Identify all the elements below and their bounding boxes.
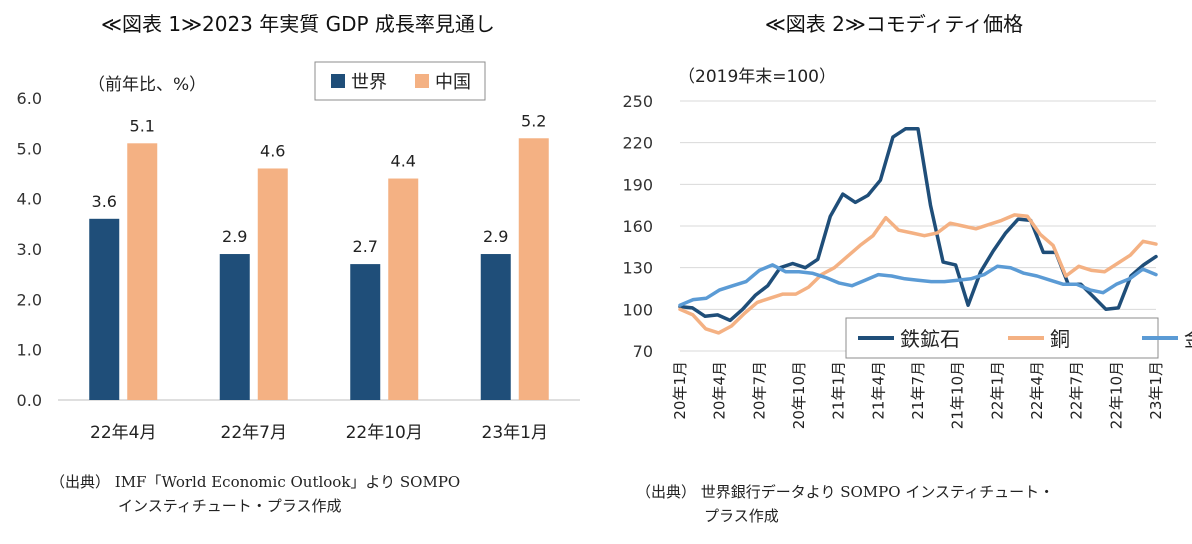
commodity-x-tick-label: 22年7月 (1068, 361, 1086, 420)
commodity-line-chart: （2019年末=100） 70 100 130 160 190 220 250 20年1月 20年… (622, 67, 1192, 429)
commodity-x-tick-label: 22年10月 (1107, 361, 1125, 429)
gdp-data-label: 2.9 (222, 227, 247, 246)
commodity-x-tick-label: 21年10月 (949, 361, 967, 429)
gdp-legend-label: 中国 (435, 72, 471, 93)
commodity-chart-title: ≪図表 2≫コモディティ価格 (764, 12, 1024, 36)
commodity-x-tick-label: 21年4月 (869, 361, 887, 420)
commodity-y-tick-label: 70 (633, 342, 653, 361)
gdp-bar-china (257, 168, 288, 400)
commodity-x-tick-label: 21年1月 (830, 361, 848, 420)
commodity-unit-label: （2019年末=100） (678, 67, 836, 87)
gdp-bar-world (219, 254, 250, 400)
gdp-x-tick-label: 23年1月 (482, 423, 548, 443)
commodity-line-copper (678, 213, 1158, 335)
commodity-x-tick-label: 22年1月 (988, 361, 1006, 420)
gdp-legend-swatch-world (331, 74, 345, 88)
commodity-y-tick-label: 250 (622, 92, 653, 111)
gdp-y-tick-label: 3.0 (17, 240, 42, 259)
gdp-source-line1: （出典） IMF「World Economic Outlook」より SOMPO (50, 473, 461, 491)
commodity-x-tick-label: 20年10月 (790, 361, 808, 429)
commodity-chart-panel: ≪図表 2≫コモディティ価格 （2019年末=100） 70 100 130 160 19… (596, 0, 1192, 544)
gdp-data-label: 2.9 (483, 227, 508, 246)
gdp-x-tick-label: 22年4月 (90, 423, 156, 443)
commodity-legend-label: 金 (1184, 327, 1192, 351)
commodity-y-tick-label: 130 (622, 259, 653, 278)
gdp-data-label: 2.7 (353, 237, 378, 256)
gdp-y-tick-label: 2.0 (17, 290, 42, 309)
gdp-data-label: 4.6 (260, 141, 285, 160)
commodity-x-tick-label: 20年7月 (750, 361, 768, 420)
gdp-chart-panel: ≪図表 1≫2023 年実質 GDP 成長率見通し （前年比、%） 0.0 1.0 2… (17, 12, 580, 515)
gdp-bar-china (127, 143, 158, 401)
commodity-y-tick-label: 190 (622, 175, 653, 194)
gdp-bar-china (518, 138, 549, 400)
gdp-y-tick-label: 4.0 (17, 190, 42, 209)
gdp-bar-world (89, 218, 120, 400)
commodity-x-tick-label: 22年4月 (1028, 361, 1046, 420)
commodity-x-tick-label: 23年1月 (1147, 361, 1165, 420)
gdp-chart-title: ≪図表 1≫2023 年実質 GDP 成長率見通し (101, 12, 495, 36)
commodity-x-tick-label: 20年1月 (671, 361, 689, 420)
gdp-unit-label: （前年比、%） (88, 75, 206, 95)
gdp-y-tick-label: 6.0 (17, 89, 42, 108)
gdp-data-label: 3.6 (92, 192, 117, 211)
gdp-bar-world (480, 254, 511, 400)
commodity-line-gold (678, 263, 1158, 307)
commodity-legend-label: 銅 (1050, 327, 1070, 351)
gdp-data-label: 5.1 (130, 116, 155, 135)
commodity-x-tick-label: 20年4月 (711, 361, 729, 420)
gdp-data-label: 4.4 (391, 152, 416, 171)
gdp-legend-label: 世界 (351, 72, 387, 93)
gdp-y-tick-label: 1.0 (17, 341, 42, 360)
gdp-legend-swatch-china (415, 74, 429, 88)
gdp-x-tick-label: 22年10月 (346, 423, 423, 443)
gdp-bar-world (350, 264, 381, 400)
commodity-legend-label: 鉄鉱石 (900, 327, 960, 351)
commodity-y-tick-label: 220 (622, 134, 653, 153)
commodity-x-tick-label: 21年7月 (909, 361, 927, 420)
commodity-source-line2: プラス作成 (704, 507, 779, 525)
gdp-y-tick-label: 0.0 (17, 391, 42, 410)
gdp-bar-chart: （前年比、%） 0.0 1.0 2.0 3.0 4.0 5.0 6.0 3.6 5.1 22年4月 2… (17, 61, 580, 443)
gdp-data-label: 5.2 (521, 111, 546, 130)
gdp-source-line2: インスティチュート・プラス作成 (118, 497, 342, 515)
gdp-y-tick-label: 5.0 (17, 139, 42, 158)
commodity-line-iron-ore (678, 127, 1158, 323)
commodity-y-tick-label: 160 (622, 217, 653, 236)
gdp-x-tick-label: 22年7月 (221, 423, 287, 443)
commodity-source-line1: （出典） 世界銀行データより SOMPO インスティチュート・ (636, 483, 1055, 501)
commodity-y-tick-label: 100 (622, 300, 653, 319)
gdp-bar-china (388, 178, 419, 400)
